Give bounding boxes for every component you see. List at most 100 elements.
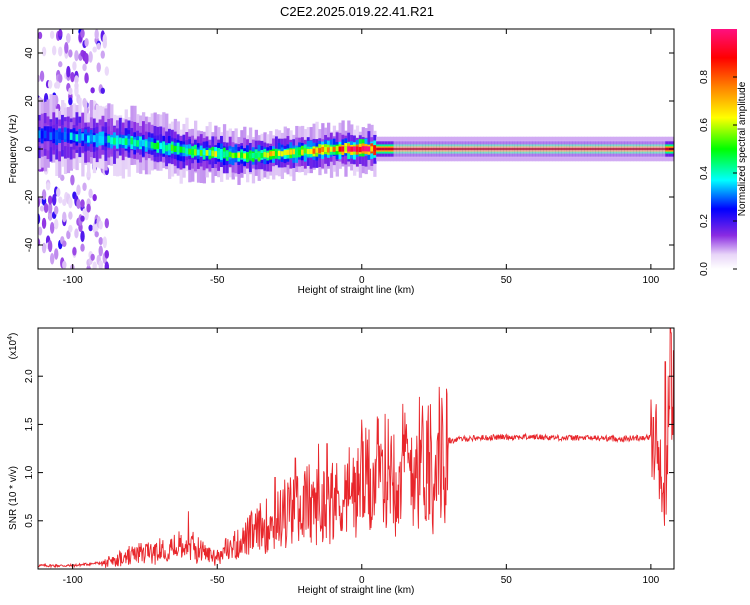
heatmap-noise-cell (39, 70, 45, 82)
heatmap-cell (170, 144, 175, 151)
heatmap-noise-cell (38, 31, 43, 40)
heatmap-noise-cell (66, 230, 71, 240)
heatmap-noise-cell (98, 245, 103, 257)
snr-y-tick-label: 1.0 (24, 465, 35, 479)
heatmap-noise-cell (64, 42, 69, 54)
heatmap-cell (162, 144, 166, 151)
heatmap-noise-cell (88, 51, 93, 63)
spectrogram-y-tick-label: -20 (24, 189, 35, 204)
heatmap-noise-cell (45, 182, 51, 191)
heatmap-noise-cell (92, 194, 97, 202)
heatmap-noise-cell (62, 260, 67, 269)
heatmap-noise-cell (62, 240, 67, 247)
heatmap-noise-cell (58, 61, 63, 68)
snr-x-tick-label: -100 (63, 575, 83, 586)
heatmap-cell (144, 140, 149, 148)
heatmap-cell (263, 152, 267, 158)
heatmap-cell (303, 148, 308, 154)
heatmap-noise-cell (54, 218, 59, 230)
heatmap-noise-cell (70, 71, 75, 83)
colorbar-label: Normalized spectral amplitude (737, 81, 748, 216)
heatmap-cell (306, 148, 311, 155)
heatmap-cell (321, 146, 325, 153)
heatmap-noise-cell (88, 224, 93, 232)
snr-series-line (38, 328, 674, 569)
heatmap-cell (312, 148, 316, 154)
heatmap-noise-cell (80, 29, 85, 39)
heatmap-noise-cell (82, 63, 87, 72)
snr-y-tick-label: 0.5 (24, 513, 35, 527)
heatmap-noise-cell (84, 37, 89, 47)
heatmap-cell (355, 146, 360, 152)
snr-frame (37, 327, 675, 570)
heatmap-cell (350, 146, 354, 152)
heatmap-cell (272, 150, 276, 156)
heatmap-cell (202, 149, 206, 155)
heatmap-cell (344, 146, 348, 152)
heatmap-cell (196, 149, 201, 156)
heatmap-cell (89, 134, 94, 142)
heatmap-cell (361, 146, 365, 152)
heatmap-noise-cell (47, 202, 53, 214)
heatmap-noise-cell (80, 230, 85, 243)
heatmap-cell (237, 152, 241, 158)
heatmap-cell (318, 148, 322, 154)
heatmap-cell (61, 132, 65, 140)
heatmap-cell (326, 147, 331, 153)
snr-y-multiplier-exp: 4 (7, 336, 14, 340)
heatmap-cell (81, 133, 85, 141)
heatmap-cell (113, 137, 117, 145)
heatmap-cell (124, 138, 128, 146)
heatmap-cell (133, 139, 137, 147)
heatmap-noise-cell (84, 210, 89, 221)
heatmap-cell (286, 149, 290, 155)
heatmap-cell (220, 151, 224, 158)
heatmap-noise-cell (47, 195, 53, 205)
heatmap-cell (335, 145, 339, 152)
heatmap-noise-cell (82, 182, 87, 192)
heatmap-cell (329, 146, 334, 152)
heatmap-noise-cell (102, 236, 107, 249)
spectrogram-y-tick-label: 0 (24, 146, 35, 152)
heatmap-noise-cell (94, 231, 99, 238)
heatmap-cell (136, 140, 140, 147)
heatmap-noise-cell (84, 52, 89, 65)
heatmap-cell (309, 148, 313, 155)
heatmap-cell (347, 146, 351, 152)
heatmap-noise-cell (84, 72, 89, 84)
heatmap-noise-cell (54, 248, 59, 260)
heatmap-noise-cell (68, 197, 73, 209)
heatmap-noise-cell (62, 211, 67, 223)
colorbar: 0.0 0.2 0.4 0.6 0.8 Normalized spectral ampl… (699, 29, 748, 276)
heatmap-cell (214, 151, 218, 157)
spectrogram-y-tick-label: 20 (24, 95, 35, 107)
heatmap-noise-cell (38, 74, 41, 83)
heatmap-cell (153, 143, 157, 150)
heatmap-cell (115, 137, 120, 145)
snr-y-ticks: 0.5 1.0 1.5 2.0 (24, 369, 674, 528)
heatmap-cell (75, 134, 79, 142)
heatmap-noise-cell (49, 252, 55, 265)
heatmap-noise-cell (38, 226, 43, 236)
snr-x-tick-label: -50 (210, 575, 225, 586)
heatmap-cell (55, 132, 59, 140)
heatmap-cell (292, 149, 296, 155)
heatmap-cell (298, 149, 302, 155)
spectrogram-x-tick-label: -50 (210, 275, 225, 286)
heatmap-cell (176, 146, 180, 153)
heatmap-cell (332, 146, 337, 152)
heatmap-cell (43, 130, 47, 139)
heatmap-cell (364, 146, 368, 152)
snr-x-tick-label: 100 (643, 575, 660, 586)
snr-x-ticks: -100 -50 0 50 100 (63, 328, 660, 586)
heatmap-cell (139, 140, 143, 148)
heatmap-cell (191, 149, 195, 156)
heatmap-noise-cell (104, 218, 110, 229)
heatmap-cell (260, 152, 264, 159)
heatmap-cell (231, 152, 235, 159)
heatmap-noise-cell (80, 199, 85, 208)
heatmap-noise-cell (104, 249, 110, 259)
heatmap-noise-cell (98, 220, 103, 230)
snr-y-axis-label: SNR (10 * v/v) (8, 466, 19, 530)
heatmap-cell (211, 150, 215, 157)
